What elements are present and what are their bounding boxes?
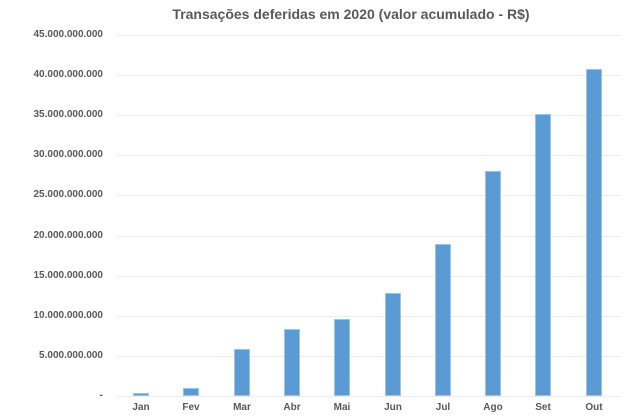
y-tick-label: 35.000.000.000 bbox=[33, 109, 103, 120]
y-tick-label: 30.000.000.000 bbox=[33, 149, 103, 160]
x-tick-label: Set bbox=[535, 402, 551, 413]
gridline bbox=[117, 276, 621, 277]
bar-mar bbox=[234, 349, 250, 396]
bar-fev bbox=[183, 388, 199, 396]
x-tick-label: Fev bbox=[182, 402, 200, 413]
bar-jun bbox=[385, 293, 401, 396]
gridline bbox=[117, 155, 621, 156]
gridline bbox=[117, 75, 621, 76]
x-tick-label: Jan bbox=[132, 402, 150, 413]
x-tick-label: Abr bbox=[283, 402, 301, 413]
bar-out bbox=[586, 69, 602, 396]
gridline bbox=[117, 316, 621, 317]
y-tick-label: 40.000.000.000 bbox=[33, 69, 103, 80]
bar-mai bbox=[334, 319, 350, 396]
x-tick-label: Mai bbox=[333, 402, 351, 413]
bar-ago bbox=[485, 171, 501, 396]
y-tick-label: 25.000.000.000 bbox=[33, 189, 103, 200]
bar-jan bbox=[133, 393, 149, 396]
x-tick-label: Out bbox=[585, 402, 603, 413]
gridline bbox=[117, 195, 621, 196]
x-tick-label: Ago bbox=[483, 402, 503, 413]
x-tick-label: Mar bbox=[233, 402, 251, 413]
x-tick-label: Jul bbox=[435, 402, 451, 413]
y-tick-label: 15.000.000.000 bbox=[33, 270, 103, 281]
x-tick-label: Jun bbox=[384, 402, 402, 413]
y-tick-label: 5.000.000.000 bbox=[39, 350, 103, 361]
y-tick-label: - bbox=[99, 390, 103, 401]
gridline bbox=[117, 236, 621, 237]
chart-title: Transações deferidas em 2020 (valor acum… bbox=[172, 6, 530, 22]
gridline bbox=[117, 35, 621, 36]
gridline bbox=[117, 356, 621, 357]
y-tick-label: 45.000.000.000 bbox=[33, 29, 103, 40]
gridline bbox=[117, 115, 621, 116]
y-tick-label: 10.000.000.000 bbox=[33, 310, 103, 321]
gridline bbox=[117, 396, 621, 397]
bar-set bbox=[535, 114, 551, 396]
bar-jul bbox=[435, 244, 451, 396]
bar-abr bbox=[284, 329, 300, 396]
y-tick-label: 20.000.000.000 bbox=[33, 230, 103, 241]
